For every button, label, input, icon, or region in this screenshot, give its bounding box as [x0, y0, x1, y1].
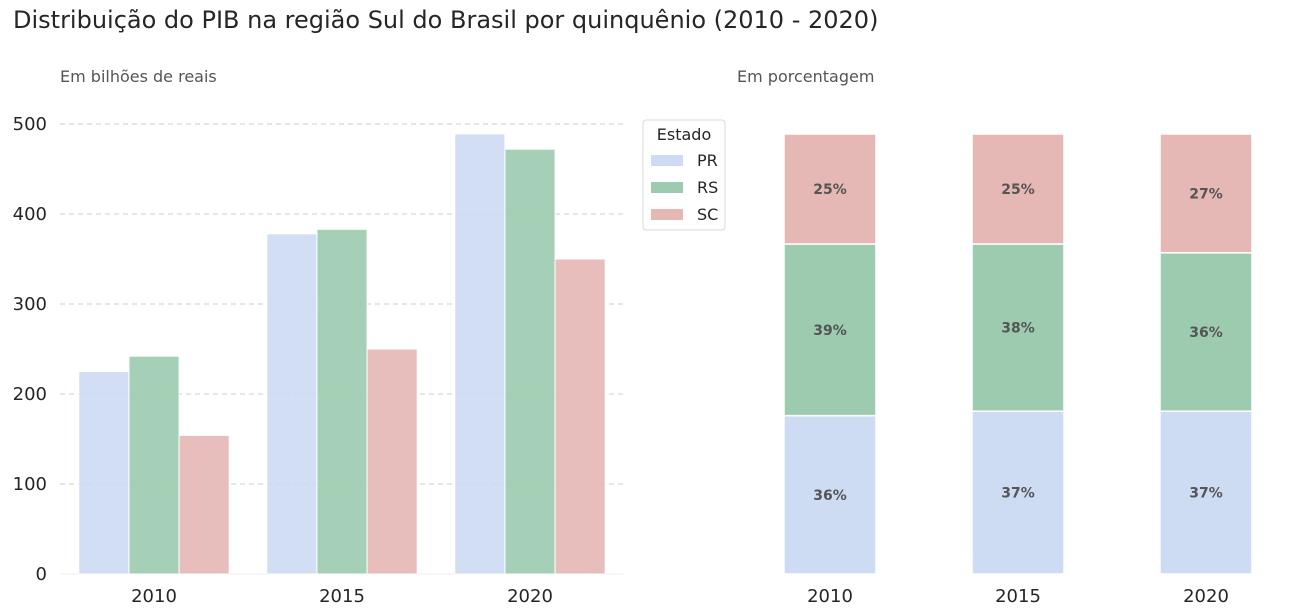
legend-swatch-pr: [651, 155, 683, 166]
bar-sc-2015: [366, 348, 418, 575]
y-tick-label: 0: [36, 564, 47, 585]
stacked-bar-rs-2020: [1159, 252, 1253, 412]
legend-label-sc: SC: [697, 205, 718, 224]
stacked-bar-sc-2015: [971, 133, 1065, 245]
percent-label: 27%: [1189, 186, 1223, 202]
legend-swatch-rs: [651, 182, 683, 193]
percentage-chart: Em porcentagem 36% 39% 25% 37% 38% 25% 37% 36% 2…: [737, 67, 1253, 607]
legend-label-pr: PR: [697, 151, 718, 170]
legend-swatch-sc: [651, 209, 683, 220]
bar-pr-2020: [454, 133, 506, 575]
percent-label: 36%: [813, 488, 847, 504]
y-tick-label: 400: [13, 204, 47, 225]
stacked-bar-rs-2015: [971, 243, 1065, 412]
y-tick-label: 200: [13, 384, 47, 405]
bar-pr-2015: [266, 233, 318, 575]
stacked-bar-pr-2010: [783, 414, 877, 575]
bar-sc-2020: [554, 258, 606, 575]
right-chart-subtitle: Em porcentagem: [737, 67, 874, 86]
x-tick-label: 2015: [319, 586, 365, 607]
stacked-bar-sc-2010: [783, 133, 877, 245]
absolute-gdp-chart: Em bilhões de reais 0 100 200 300 400 500 201…: [13, 67, 726, 607]
bar-rs-2010: [128, 355, 180, 575]
left-chart-subtitle: Em bilhões de reais: [60, 67, 217, 86]
percent-label: 36%: [1189, 325, 1223, 341]
y-tick-label: 500: [13, 114, 47, 135]
percent-label: 25%: [813, 182, 847, 198]
stacked-bar-sc-2020: [1159, 133, 1253, 254]
x-tick-label: 2010: [807, 586, 853, 607]
bar-rs-2015: [316, 228, 368, 575]
x-tick-label: 2020: [1183, 586, 1229, 607]
legend: Estado PR RS SC: [642, 119, 726, 231]
x-tick-label: 2010: [131, 586, 177, 607]
legend-label-rs: RS: [697, 178, 718, 197]
legend-title: Estado: [657, 125, 711, 144]
y-tick-label: 300: [13, 294, 47, 315]
chart-title: Distribuição do PIB na região Sul do Bra…: [13, 6, 879, 34]
y-tick-label: 100: [13, 474, 47, 495]
percent-label: 25%: [1001, 182, 1035, 198]
stacked-bar-pr-2020: [1159, 410, 1253, 575]
bar-pr-2010: [78, 371, 130, 575]
percent-label: 37%: [1001, 486, 1035, 502]
percent-label: 38%: [1001, 321, 1035, 337]
percent-label: 37%: [1189, 486, 1223, 502]
bar-rs-2020: [504, 148, 556, 575]
percent-label: 39%: [813, 323, 847, 339]
x-tick-label: 2015: [995, 586, 1041, 607]
x-tick-label: 2020: [507, 586, 553, 607]
legend-box: [642, 119, 726, 231]
bar-sc-2010: [178, 434, 230, 575]
